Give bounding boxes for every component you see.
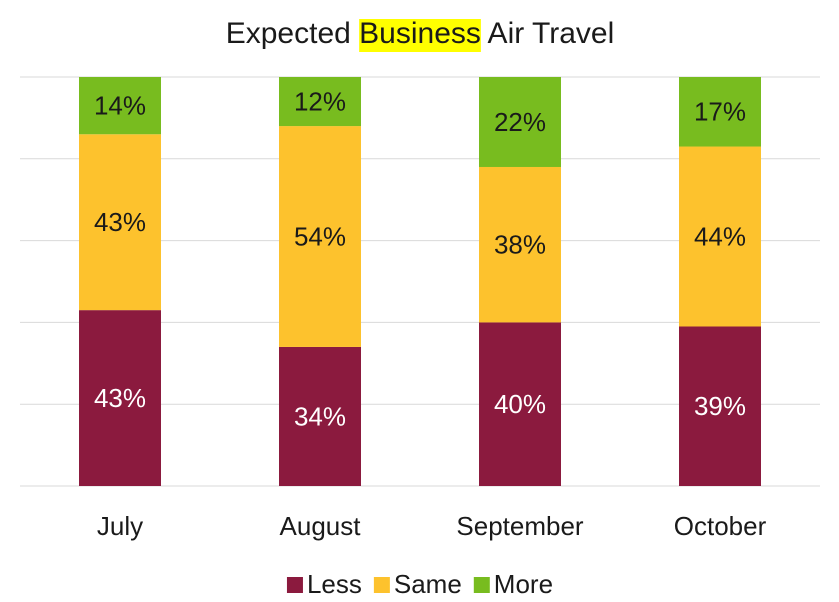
bar-segment bbox=[479, 166, 561, 323]
bar-segment bbox=[479, 77, 561, 167]
legend-swatch bbox=[473, 577, 490, 593]
x-tick-label: August bbox=[280, 511, 362, 541]
legend-swatch bbox=[286, 577, 303, 593]
data-label: 54% bbox=[294, 221, 346, 251]
bar-segment bbox=[79, 77, 161, 135]
data-label: 34% bbox=[294, 401, 346, 431]
data-label: 38% bbox=[494, 230, 546, 260]
bar-segment bbox=[79, 310, 161, 486]
data-label: 22% bbox=[494, 107, 546, 137]
bar-segment bbox=[279, 126, 361, 347]
bar-segment bbox=[279, 346, 361, 486]
bar-segment bbox=[679, 77, 761, 147]
legend-label: Less bbox=[307, 569, 362, 599]
bar-segment bbox=[79, 134, 161, 311]
legend-swatch bbox=[373, 577, 390, 593]
data-label: 14% bbox=[94, 91, 146, 121]
legend-label: Same bbox=[394, 569, 462, 599]
x-tick-label: September bbox=[456, 511, 584, 541]
data-label: 39% bbox=[694, 391, 746, 421]
bar-segment bbox=[279, 77, 361, 127]
title-highlight bbox=[359, 19, 481, 52]
x-tick-label: July bbox=[97, 511, 143, 541]
legend-label: More bbox=[494, 569, 553, 599]
bar-segment bbox=[679, 326, 761, 486]
chart-title: Expected Business Air Travel bbox=[226, 17, 615, 50]
data-label: 43% bbox=[94, 207, 146, 237]
data-label: 44% bbox=[694, 221, 746, 251]
data-label: 17% bbox=[694, 97, 746, 127]
bar-segment bbox=[479, 322, 561, 486]
data-label: 40% bbox=[494, 389, 546, 419]
bar-segment bbox=[679, 146, 761, 327]
x-tick-label: October bbox=[674, 511, 767, 541]
data-label: 12% bbox=[294, 86, 346, 116]
data-label: 43% bbox=[94, 383, 146, 413]
legend: Less Same More bbox=[286, 569, 553, 599]
